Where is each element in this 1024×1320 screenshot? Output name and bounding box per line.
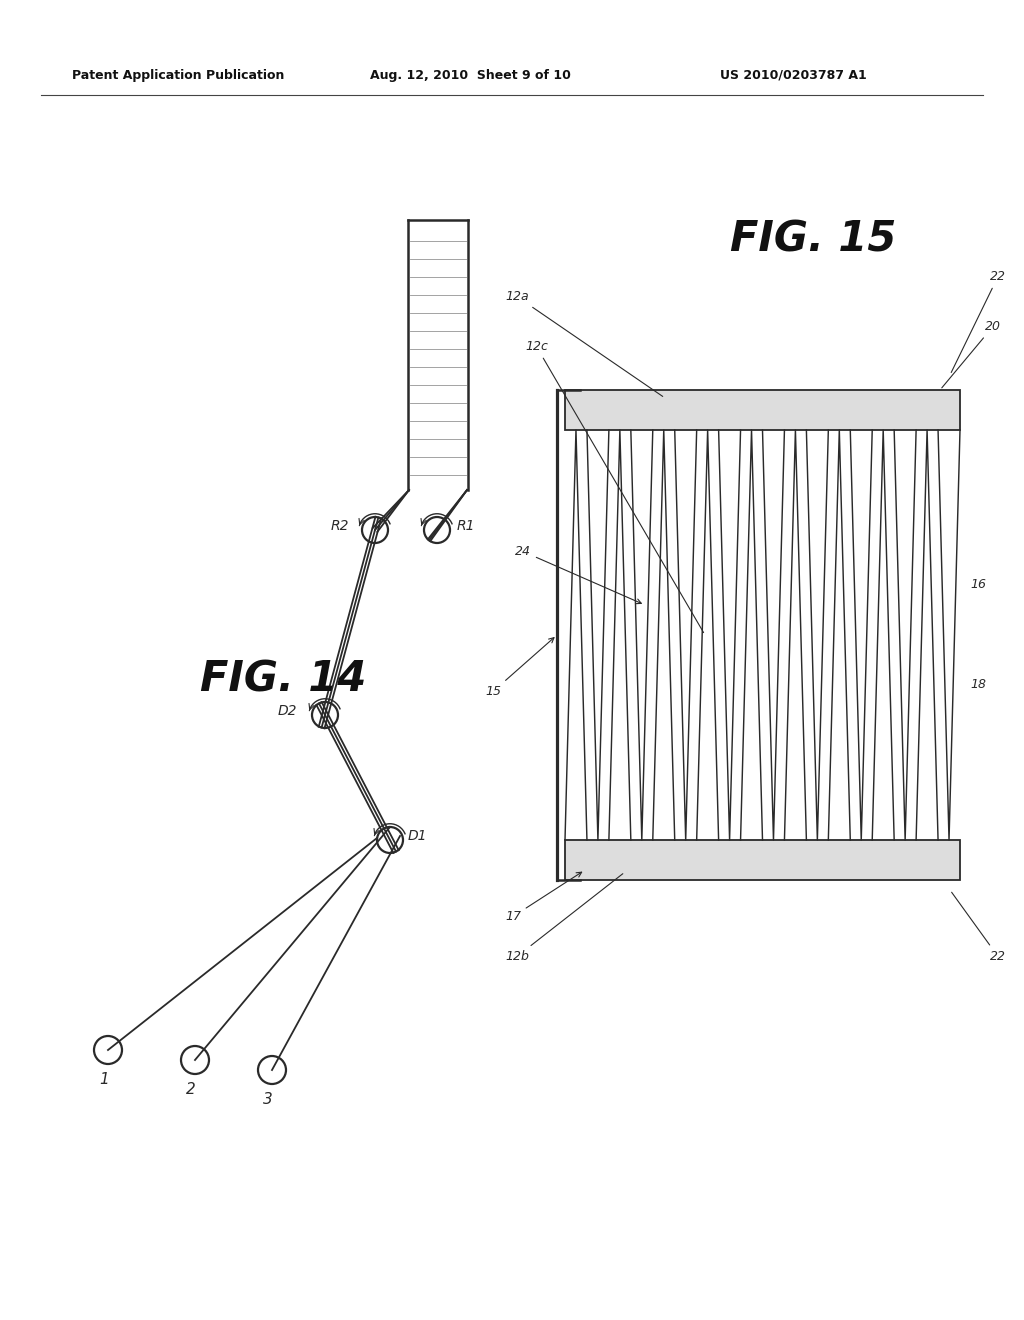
Circle shape — [362, 517, 388, 543]
Text: R2: R2 — [331, 519, 349, 533]
Text: R1: R1 — [457, 519, 475, 533]
Text: 22: 22 — [951, 892, 1006, 964]
Bar — [565, 389, 961, 430]
Text: FIG. 15: FIG. 15 — [730, 219, 896, 261]
Text: Aug. 12, 2010  Sheet 9 of 10: Aug. 12, 2010 Sheet 9 of 10 — [370, 69, 570, 82]
Text: D2: D2 — [278, 704, 297, 718]
Circle shape — [312, 702, 338, 729]
Text: 3: 3 — [263, 1092, 272, 1107]
Text: 24: 24 — [515, 545, 641, 603]
Text: Patent Application Publication: Patent Application Publication — [72, 69, 285, 82]
Circle shape — [181, 1045, 209, 1074]
Text: 2: 2 — [186, 1082, 196, 1097]
Circle shape — [424, 517, 450, 543]
Text: 17: 17 — [505, 873, 582, 923]
Text: 12b: 12b — [505, 874, 623, 964]
Text: 15: 15 — [485, 638, 554, 698]
Bar — [565, 840, 961, 880]
Text: 12c: 12c — [525, 341, 703, 632]
Text: US 2010/0203787 A1: US 2010/0203787 A1 — [720, 69, 866, 82]
Text: FIG. 14: FIG. 14 — [200, 659, 367, 701]
Text: 12a: 12a — [505, 290, 663, 396]
Text: D1: D1 — [408, 829, 427, 843]
Text: 20: 20 — [942, 319, 1001, 388]
Circle shape — [258, 1056, 286, 1084]
Text: 1: 1 — [99, 1072, 109, 1086]
Circle shape — [377, 828, 403, 853]
Circle shape — [94, 1036, 122, 1064]
Text: 18: 18 — [970, 678, 986, 692]
Text: 16: 16 — [970, 578, 986, 591]
Text: 22: 22 — [951, 271, 1006, 372]
